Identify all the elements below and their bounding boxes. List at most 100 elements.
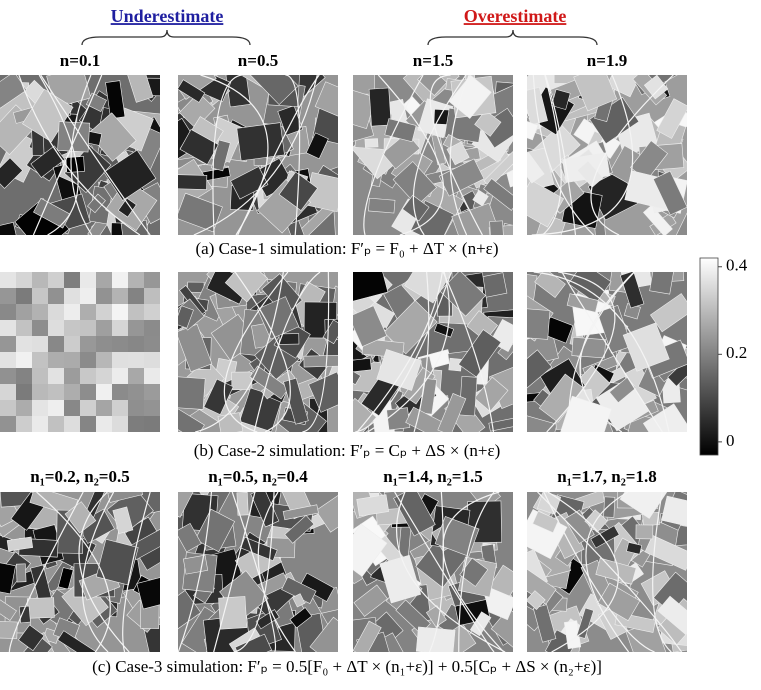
pixel-block [0,368,17,385]
road [531,75,634,235]
pixel-block [0,352,17,369]
pixel-block [112,304,129,321]
field [353,272,389,304]
field [560,395,613,432]
pixel-block [16,272,33,289]
pixel-block [144,400,160,417]
road [223,272,289,432]
caption: (a) Case-1 simulation: F′ₚ = F₀ + ΔT × (… [196,239,499,258]
pixel-block [0,336,17,353]
pixel-block [0,288,17,305]
field [386,407,411,431]
field [652,170,687,216]
field [384,118,417,143]
pixel-block [16,288,33,305]
brace [81,29,251,46]
pixel-block [48,352,65,369]
field [670,212,687,235]
road [237,75,320,235]
field [178,79,206,103]
pixel-block [80,336,97,353]
pixel-block [128,400,145,417]
pixel-block [48,384,65,401]
field [314,81,338,118]
field [18,624,45,652]
pixel-block [16,368,33,385]
pixel-block [144,336,160,353]
field [194,508,236,553]
pixel-block [48,368,65,385]
pixel-block [32,336,49,353]
pixel-block [144,272,160,289]
satellite-image [527,75,687,235]
satellite-image [178,272,338,432]
pixel-block [112,384,129,401]
pixel-block [64,384,81,401]
pixel-block [0,416,17,432]
pixel-block [144,320,160,337]
road [367,272,450,432]
field [451,202,502,235]
field [472,189,489,207]
pixel-block [16,416,33,432]
field [282,504,319,521]
road [36,492,111,652]
field [619,492,670,519]
field [473,376,509,412]
pixel-block [0,320,17,337]
field [661,495,687,527]
field [649,272,674,295]
field [532,510,559,534]
pixel-block [32,352,49,369]
field [178,522,202,553]
field [573,75,618,112]
field [402,194,430,222]
field [179,129,219,165]
road [8,492,84,652]
field [315,492,338,533]
road [543,492,655,652]
field [236,122,285,162]
pixel-block [64,336,81,353]
pixel-block [128,336,145,353]
road [537,492,683,652]
field [305,132,329,160]
pixel-block [16,320,33,337]
pixel-block [80,352,97,369]
field [178,492,198,518]
pixel-block [128,416,145,432]
field [642,403,687,432]
field [178,173,208,190]
field [434,516,480,557]
field [105,80,126,120]
field [57,567,74,590]
field [178,590,202,633]
field [417,75,448,96]
field [309,616,338,652]
satellite-image [527,492,687,652]
road [590,75,674,235]
road [449,75,470,235]
pixel-block [32,400,49,417]
road [585,492,630,652]
panel-label: n=1.5 [413,51,453,70]
field [0,75,27,109]
pixel-block [80,320,97,337]
road [396,492,506,652]
field [353,584,388,617]
pixel-block [48,304,65,321]
road [428,492,445,652]
road [257,492,296,652]
pixel-block [112,288,129,305]
road [561,272,663,432]
field [532,604,557,643]
pixel-block [128,288,145,305]
satellite-image [527,272,687,432]
pixel-block [128,368,145,385]
satellite-image [0,272,160,432]
colorbar [699,257,719,456]
field [278,333,300,345]
field [87,112,137,162]
pixel-block [16,400,33,417]
field [18,605,31,624]
